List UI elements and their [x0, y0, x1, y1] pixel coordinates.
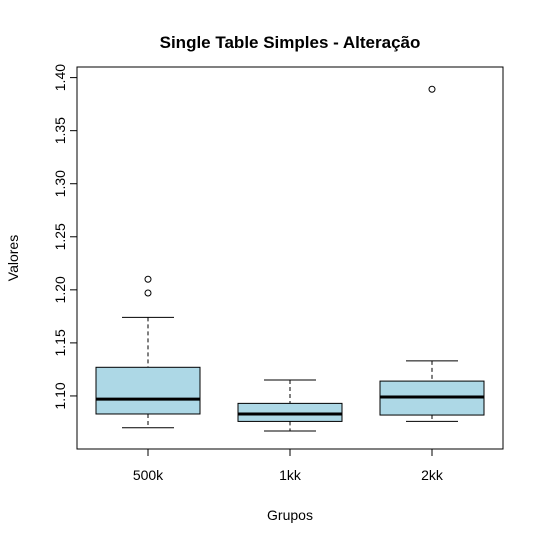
box-series	[95, 85, 485, 432]
y-axis-label: Valores	[5, 235, 21, 281]
x-tick-label: 2kk	[421, 467, 444, 483]
y-tick-label: 1.10	[52, 382, 68, 409]
y-axis: 1.10 1.15 1.20 1.25 1.30 1.35 1.40	[52, 64, 78, 410]
box-iqr	[95, 366, 201, 415]
box-1kk	[237, 379, 343, 432]
y-tick-label: 1.15	[52, 329, 68, 356]
chart-title: Single Table Simples - Alteração	[160, 33, 421, 52]
x-axis-label: Grupos	[267, 507, 313, 523]
x-axis: 500k 1kk 2kk	[133, 448, 444, 483]
outlier-point	[428, 85, 436, 93]
y-tick-label: 1.25	[52, 223, 68, 250]
y-tick-label: 1.40	[52, 64, 68, 91]
box-500k	[95, 275, 201, 429]
x-tick-label: 500k	[133, 467, 164, 483]
y-tick-label: 1.30	[52, 170, 68, 197]
y-tick-label: 1.35	[52, 117, 68, 144]
outlier-point	[144, 289, 152, 297]
outlier-point	[144, 275, 152, 283]
y-tick-label: 1.20	[52, 276, 68, 303]
x-tick-label: 1kk	[279, 467, 302, 483]
box-iqr	[237, 402, 343, 422]
box-2kk	[379, 85, 485, 422]
